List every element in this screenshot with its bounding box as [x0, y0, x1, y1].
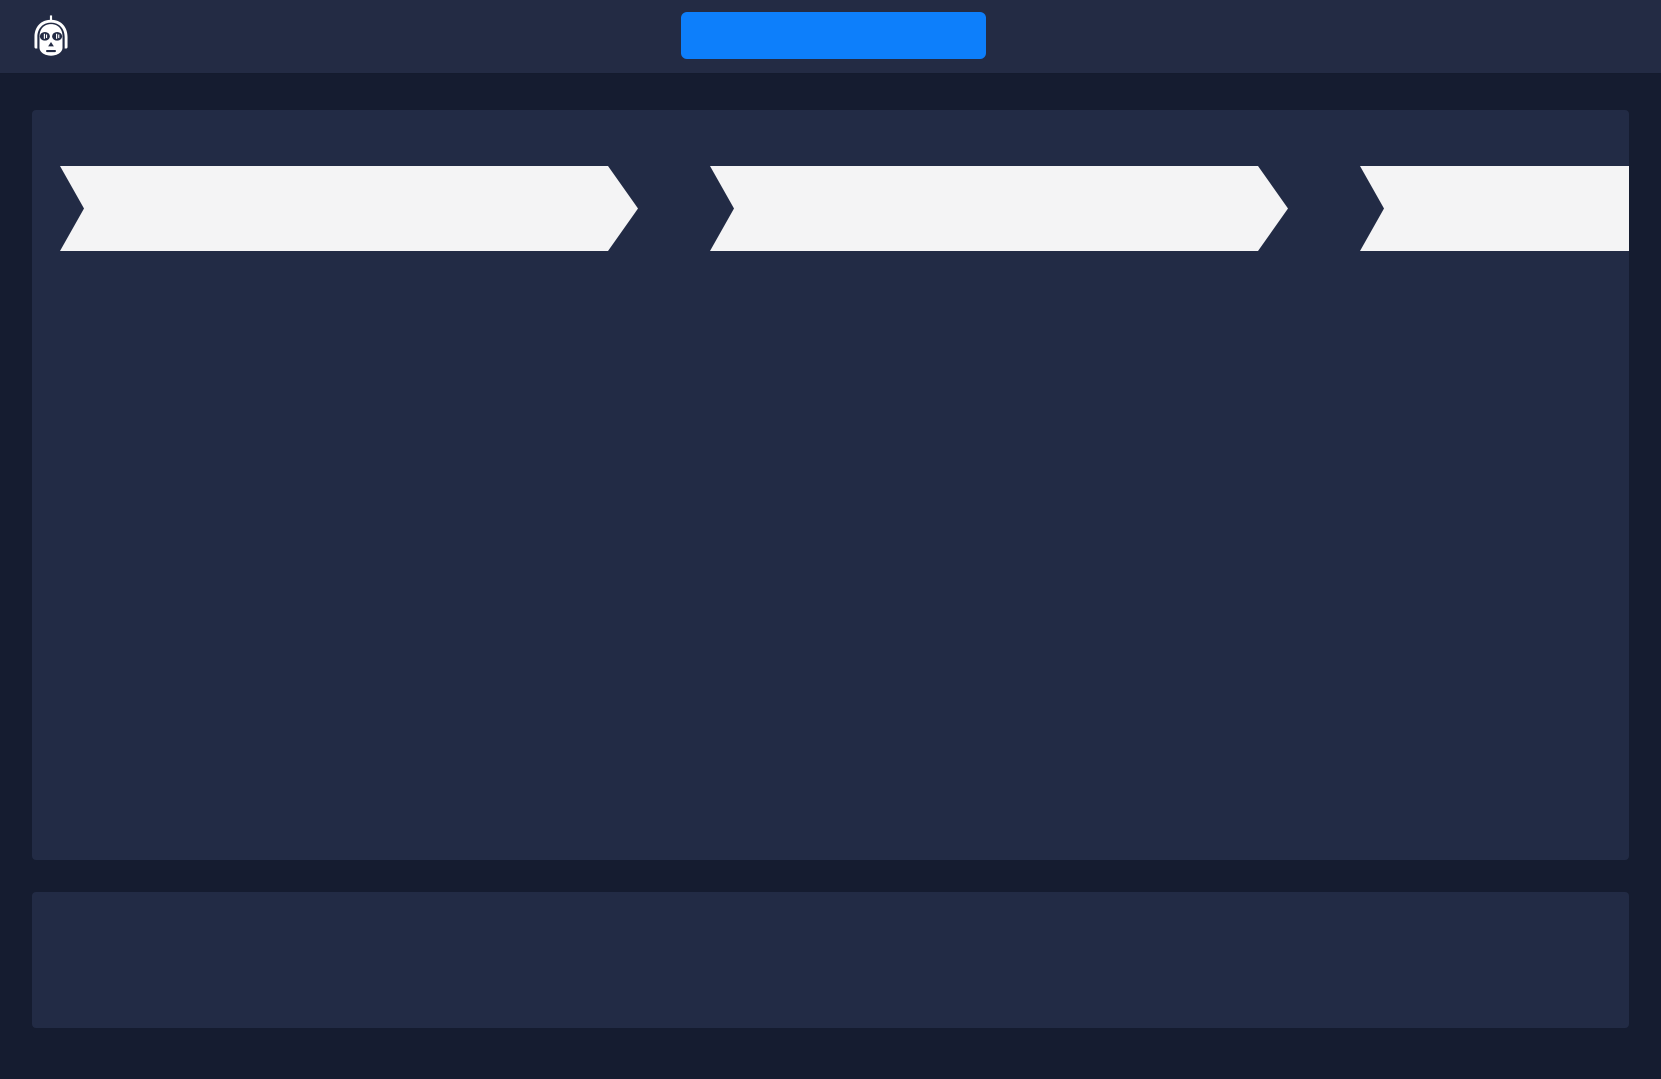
brand	[0, 0, 90, 73]
robot-head-icon	[28, 14, 74, 60]
secondary-panel	[32, 892, 1629, 1028]
app-header	[0, 0, 1661, 74]
milestone-columns	[60, 277, 1601, 822]
timeline-bar	[60, 166, 1601, 251]
timeline-phase-2022-23	[60, 166, 638, 251]
timeline-phase-2023-24	[710, 166, 1288, 251]
timeline-phase-future	[1360, 166, 1629, 251]
roadmap-button[interactable]	[681, 12, 986, 59]
page-body	[0, 110, 1661, 1028]
roadmap-panel	[32, 110, 1629, 860]
